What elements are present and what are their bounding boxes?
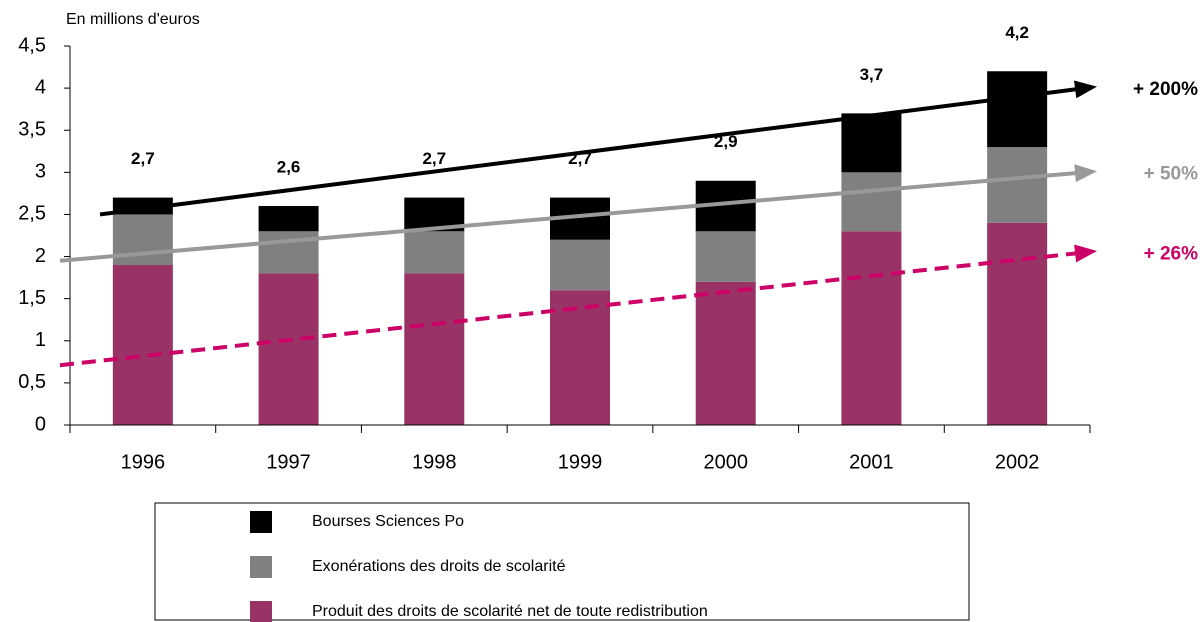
y-tick-label: 4,5 <box>18 34 46 56</box>
x-tick-label: 1997 <box>266 451 311 473</box>
bar-segment <box>987 222 1048 425</box>
y-tick-label: 2 <box>35 245 46 267</box>
bar-segment <box>550 290 610 425</box>
bar-segment <box>987 147 1048 223</box>
trend-arrowhead <box>1074 244 1097 263</box>
bar-segment <box>258 273 319 425</box>
bar-segment <box>404 273 465 425</box>
trend-arrowhead <box>1074 80 1097 99</box>
bar-segment <box>550 239 610 291</box>
y-tick-label: 0,5 <box>18 371 46 393</box>
x-tick-label: 2000 <box>703 451 748 473</box>
trend-label: + 50% <box>1144 163 1199 184</box>
total-label: 4,2 <box>1005 23 1029 42</box>
x-tick-label: 1999 <box>558 451 603 473</box>
bar-segment <box>841 113 902 173</box>
total-label: 2,7 <box>131 149 155 168</box>
trend-arrowhead <box>1074 164 1097 183</box>
total-label: 2,7 <box>422 149 446 168</box>
bar-segment <box>987 71 1048 148</box>
legend-label: Bourses Sciences Po <box>312 513 464 530</box>
total-label: 3,7 <box>860 65 884 84</box>
legend-label: Produit des droits de scolarité net de t… <box>312 603 708 620</box>
x-tick-label: 1998 <box>412 451 457 473</box>
trend-line <box>99 87 1078 217</box>
x-tick-label: 1996 <box>121 451 166 473</box>
bar-segment <box>404 231 465 274</box>
y-tick-label: 1,5 <box>18 287 46 309</box>
legend-swatch <box>250 601 272 622</box>
y-tick-label: 3 <box>35 161 46 183</box>
trend-label: + 200% <box>1133 79 1198 100</box>
y-tick-label: 4 <box>35 76 46 98</box>
bar-segment <box>695 281 756 425</box>
trend-line <box>59 171 1078 263</box>
y-tick-label: 1 <box>35 329 46 351</box>
y-tick-label: 2,5 <box>18 203 46 225</box>
legend-swatch <box>250 511 272 533</box>
y-tick-label: 0 <box>35 413 46 435</box>
trend-label: + 26% <box>1144 243 1199 264</box>
bar-segment <box>695 231 756 282</box>
x-tick-label: 2002 <box>995 451 1040 473</box>
bar-segment <box>841 231 902 425</box>
y-axis-title: En millions d'euros <box>66 11 200 28</box>
bar-segment <box>258 206 319 232</box>
total-label: 2,6 <box>277 158 301 177</box>
bar-segment <box>841 172 902 232</box>
total-label: 2,9 <box>714 132 738 151</box>
legend-box <box>154 502 970 621</box>
legend-label: Exonérations des droits de scolarité <box>312 558 566 575</box>
legend-swatch <box>250 556 272 578</box>
x-tick-label: 2001 <box>849 451 894 473</box>
trend-line <box>59 251 1078 368</box>
bar-segment <box>112 264 173 425</box>
y-tick-label: 3,5 <box>18 119 46 141</box>
